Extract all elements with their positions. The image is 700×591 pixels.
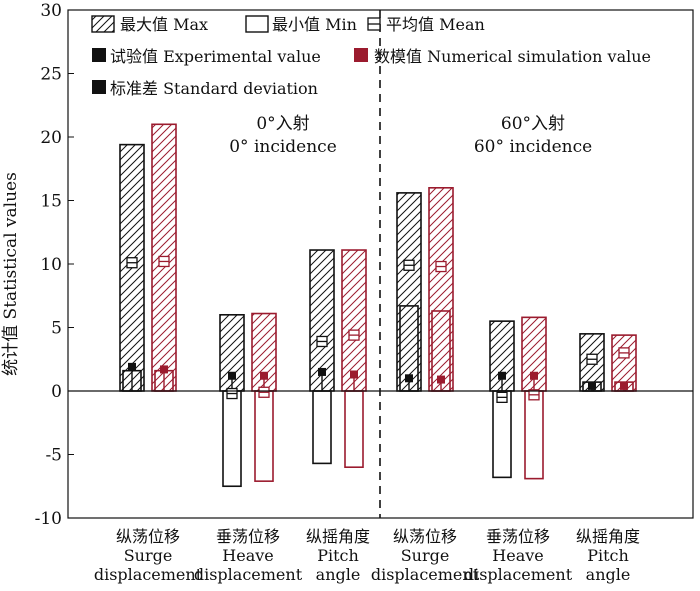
- category-label-cn: 纵摇角度: [576, 527, 640, 546]
- legend-swatch-min: [245, 15, 269, 33]
- bars-layer: [119, 123, 637, 488]
- category-label-en1: Pitch: [317, 546, 359, 565]
- group-label-cn: 60°入射: [501, 114, 565, 134]
- y-tick-label: 25: [40, 65, 62, 85]
- std-marker: [588, 381, 596, 390]
- category-label-en1: Heave: [222, 546, 273, 565]
- legend: 最大值 Max 最小值 Min 平均值 Mean 试验值 Experimental v…: [91, 15, 651, 98]
- category-label-en2: displacement: [194, 565, 303, 584]
- y-tick-label: 15: [40, 192, 62, 212]
- category-label-cn: 纵荡位移: [116, 527, 180, 546]
- legend-label-experimental: 试验值 Experimental value: [110, 47, 321, 66]
- category-label-cn: 纵荡位移: [393, 527, 457, 546]
- legend-swatch-max: [91, 15, 115, 33]
- y-tick-label: -10: [35, 509, 62, 529]
- legend-label-std: 标准差 Standard deviation: [110, 79, 318, 98]
- group-label-en: 60° incidence: [474, 137, 592, 157]
- legend-swatch-std: [92, 80, 106, 94]
- legend-label-max: 最大值 Max: [120, 15, 208, 34]
- min-bar: [222, 390, 242, 488]
- y-tick-label: 0: [51, 382, 62, 402]
- legend-swatch-numerical: [354, 48, 368, 62]
- std-marker: [128, 362, 136, 371]
- legend-label-mean: 平均值 Mean: [386, 15, 485, 34]
- min-bar: [344, 390, 364, 468]
- category-label-en1: Surge: [401, 546, 450, 565]
- std-marker: [620, 381, 628, 390]
- y-tick-label: 10: [40, 255, 62, 275]
- min-bar: [524, 390, 544, 480]
- std-marker: [260, 371, 268, 380]
- group-label-cn: 0°入射: [256, 114, 309, 134]
- y-tick-label: 5: [51, 319, 62, 339]
- category-label-cn: 垂荡位移: [216, 527, 280, 546]
- std-marker: [228, 371, 236, 380]
- min-bar: [254, 390, 274, 482]
- labels-layer: 统计值 Statistical values纵荡位移Surgedisplacem…: [1, 114, 640, 584]
- legend-label-numerical: 数模值 Numerical simulation value: [374, 47, 651, 66]
- category-label-en2: displacement: [94, 565, 203, 584]
- y-axis-title: 统计值 Statistical values: [1, 172, 21, 376]
- category-label-en2: displacement: [464, 565, 573, 584]
- min-bar: [312, 390, 332, 465]
- category-label-en2: angle: [316, 565, 361, 584]
- legend-label-min: 最小值 Min: [272, 15, 357, 34]
- std-marker: [530, 371, 538, 380]
- std-marker: [350, 370, 358, 379]
- y-tick-label: -5: [45, 446, 62, 466]
- category-label-cn: 垂荡位移: [486, 527, 550, 546]
- axes-layer: -10 -5 0 5 10 15 20 25 30: [35, 1, 694, 529]
- category-label-en1: Heave: [492, 546, 543, 565]
- y-tick-label: 30: [40, 1, 62, 21]
- category-label-en1: Pitch: [587, 546, 629, 565]
- std-marker: [405, 374, 413, 383]
- category-label-en2: angle: [586, 565, 631, 584]
- legend-swatch-experimental: [92, 48, 106, 62]
- std-marker: [318, 367, 326, 376]
- category-label-en1: Surge: [124, 546, 173, 565]
- std-marker: [160, 365, 168, 374]
- category-label-en2: displacement: [371, 565, 480, 584]
- y-tick-label: 20: [40, 128, 62, 148]
- category-label-cn: 纵摇角度: [306, 527, 370, 546]
- std-marker: [498, 371, 506, 380]
- std-marker: [437, 375, 445, 384]
- min-bar: [492, 390, 512, 479]
- max-bar: [341, 249, 367, 392]
- group-label-en: 0° incidence: [229, 137, 337, 157]
